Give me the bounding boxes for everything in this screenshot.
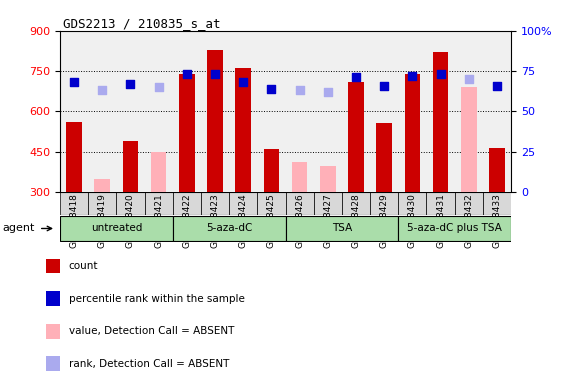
Bar bbox=[229, 192, 258, 215]
Text: GSM118430: GSM118430 bbox=[408, 193, 417, 248]
Bar bbox=[66, 122, 82, 192]
Text: untreated: untreated bbox=[91, 223, 142, 233]
Text: GSM118426: GSM118426 bbox=[295, 193, 304, 248]
Point bbox=[436, 71, 445, 77]
Bar bbox=[376, 124, 392, 192]
Point bbox=[408, 73, 417, 79]
Bar bbox=[88, 192, 116, 215]
Bar bbox=[116, 192, 144, 215]
Text: GSM118420: GSM118420 bbox=[126, 193, 135, 248]
Text: GSM118433: GSM118433 bbox=[492, 193, 501, 248]
Bar bbox=[201, 192, 229, 215]
Bar bbox=[179, 74, 195, 192]
Point bbox=[323, 89, 332, 95]
Point bbox=[98, 87, 107, 93]
Bar bbox=[489, 148, 505, 192]
Bar bbox=[94, 179, 110, 192]
Bar bbox=[433, 52, 448, 192]
Bar bbox=[292, 162, 307, 192]
Text: GSM118429: GSM118429 bbox=[380, 193, 389, 248]
Bar bbox=[60, 217, 173, 240]
Bar bbox=[405, 74, 420, 192]
Point bbox=[211, 71, 220, 77]
Bar bbox=[60, 192, 88, 215]
Bar bbox=[399, 192, 427, 215]
Point bbox=[492, 83, 501, 89]
Text: GSM118419: GSM118419 bbox=[98, 193, 107, 248]
Bar bbox=[173, 192, 201, 215]
Text: GSM118422: GSM118422 bbox=[182, 193, 191, 248]
Point bbox=[182, 71, 191, 77]
Point bbox=[351, 74, 360, 81]
Bar bbox=[123, 141, 138, 192]
Bar bbox=[286, 217, 399, 240]
Bar bbox=[461, 87, 477, 192]
Point bbox=[295, 87, 304, 93]
Text: TSA: TSA bbox=[332, 223, 352, 233]
Text: GSM118432: GSM118432 bbox=[464, 193, 473, 248]
Bar bbox=[258, 192, 286, 215]
Point bbox=[267, 86, 276, 92]
Bar bbox=[144, 192, 173, 215]
Text: count: count bbox=[69, 261, 98, 271]
Bar bbox=[342, 192, 370, 215]
Text: GSM118428: GSM118428 bbox=[352, 193, 360, 248]
Text: agent: agent bbox=[3, 223, 35, 233]
Bar bbox=[399, 217, 511, 240]
Point bbox=[70, 79, 79, 85]
Text: rank, Detection Call = ABSENT: rank, Detection Call = ABSENT bbox=[69, 359, 229, 369]
Bar bbox=[235, 68, 251, 192]
Bar bbox=[313, 192, 342, 215]
Bar bbox=[320, 167, 336, 192]
Text: 5-aza-dC plus TSA: 5-aza-dC plus TSA bbox=[407, 223, 502, 233]
Text: 5-aza-dC: 5-aza-dC bbox=[206, 223, 252, 233]
Bar bbox=[427, 192, 455, 215]
Point bbox=[239, 79, 248, 85]
Bar bbox=[173, 217, 286, 240]
Text: GSM118425: GSM118425 bbox=[267, 193, 276, 248]
Text: value, Detection Call = ABSENT: value, Detection Call = ABSENT bbox=[69, 326, 234, 336]
Point bbox=[126, 81, 135, 87]
Text: GSM118427: GSM118427 bbox=[323, 193, 332, 248]
Text: percentile rank within the sample: percentile rank within the sample bbox=[69, 293, 244, 304]
Bar bbox=[151, 152, 166, 192]
Bar bbox=[483, 192, 511, 215]
Text: GSM118418: GSM118418 bbox=[70, 193, 79, 248]
Text: GSM118423: GSM118423 bbox=[211, 193, 219, 248]
Bar bbox=[455, 192, 483, 215]
Text: GSM118421: GSM118421 bbox=[154, 193, 163, 248]
Text: GSM118431: GSM118431 bbox=[436, 193, 445, 248]
Point bbox=[154, 84, 163, 90]
Text: GSM118424: GSM118424 bbox=[239, 193, 248, 248]
Bar bbox=[207, 50, 223, 192]
Bar bbox=[348, 82, 364, 192]
Point bbox=[464, 76, 473, 82]
Point bbox=[380, 83, 389, 89]
Bar bbox=[286, 192, 313, 215]
Text: GDS2213 / 210835_s_at: GDS2213 / 210835_s_at bbox=[63, 17, 220, 30]
Bar bbox=[264, 149, 279, 192]
Bar bbox=[370, 192, 399, 215]
